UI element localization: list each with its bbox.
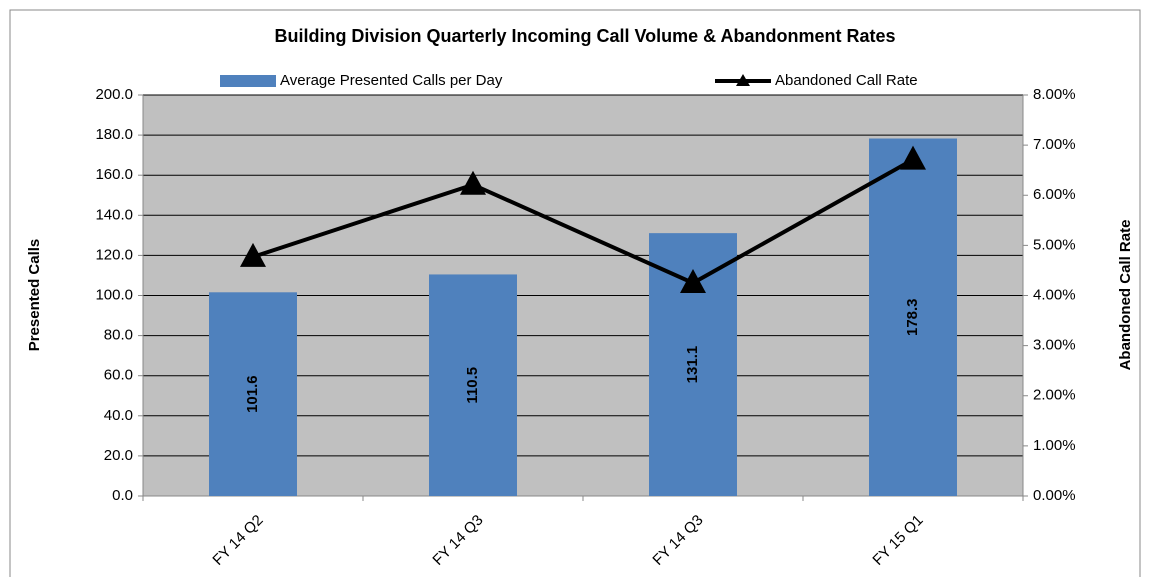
- y-tick-label: 80.0: [104, 327, 133, 344]
- data-label: 110.5: [464, 367, 481, 404]
- y-axis-label: Presented Calls: [26, 239, 43, 352]
- y-tick-label: 60.0: [104, 367, 133, 384]
- y2-tick-label: 8.00%: [1033, 86, 1076, 103]
- line-marker: [680, 268, 706, 293]
- y-tick-label: 0.0: [112, 487, 133, 504]
- y-tick-label: 200.0: [95, 86, 133, 103]
- line-marker: [900, 145, 926, 170]
- y-tick-label: 100.0: [95, 286, 133, 303]
- y2-tick-label: 7.00%: [1033, 136, 1076, 153]
- y2-axis-label: Abandoned Call Rate: [1117, 220, 1134, 371]
- data-label: 101.6: [244, 375, 261, 413]
- y2-tick-label: 6.00%: [1033, 186, 1076, 203]
- y-tick-label: 180.0: [95, 126, 133, 143]
- data-label: 131.1: [684, 346, 701, 384]
- legend-marker: [736, 74, 750, 86]
- y2-tick-label: 4.00%: [1033, 286, 1076, 303]
- y2-tick-label: 0.00%: [1033, 487, 1076, 504]
- y2-tick-label: 3.00%: [1033, 337, 1076, 354]
- y2-tick-label: 5.00%: [1033, 236, 1076, 253]
- y-tick-label: 40.0: [104, 407, 133, 424]
- chart-title: Building Division Quarterly Incoming Cal…: [274, 26, 895, 46]
- line: [252, 157, 914, 286]
- y-tick-label: 120.0: [95, 246, 133, 263]
- data-label: 178.3: [904, 298, 921, 336]
- bar: [429, 274, 517, 496]
- legend-label: Abandoned Call Rate: [775, 72, 918, 89]
- legend-label: Average Presented Calls per Day: [280, 72, 503, 89]
- bar: [209, 292, 297, 496]
- line-marker: [240, 242, 266, 267]
- y2-tick-label: 1.00%: [1033, 437, 1076, 454]
- y-tick-label: 140.0: [95, 206, 133, 223]
- y-tick-label: 160.0: [95, 166, 133, 183]
- legend-swatch: [220, 75, 276, 87]
- line-marker: [460, 170, 486, 195]
- y2-tick-label: 2.00%: [1033, 387, 1076, 404]
- y-tick-label: 20.0: [104, 447, 133, 464]
- bar: [869, 138, 957, 497]
